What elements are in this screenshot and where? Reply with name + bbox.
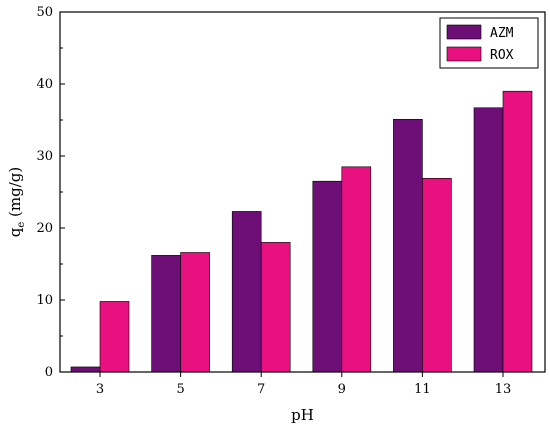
- bar-rox-9: [341, 166, 372, 373]
- legend-label-rox: ROX: [490, 48, 514, 63]
- bar-rox-11: [422, 178, 452, 373]
- bar-azm-11: [393, 118, 423, 373]
- y-tick-label: 20: [36, 221, 53, 236]
- y-axis-label: qe (mg/g): [6, 167, 27, 238]
- bars-group: [70, 90, 533, 373]
- bar-rox-5: [180, 252, 210, 373]
- x-axis-label: pH: [291, 406, 314, 424]
- x-tick-label: 13: [495, 382, 512, 397]
- legend-swatch-rox: [446, 46, 482, 62]
- bar-azm-9: [312, 180, 343, 373]
- legend-swatch-azm: [446, 24, 482, 40]
- bar-rox-7: [260, 242, 291, 373]
- y-axis-label-main: q: [6, 227, 24, 237]
- y-axis-label-units: (mg/g): [6, 167, 24, 222]
- y-tick-label: 30: [36, 149, 53, 164]
- x-tick-label: 5: [176, 382, 184, 397]
- y-tick-label: 10: [36, 293, 53, 308]
- x-tick-label: 9: [338, 382, 346, 397]
- x-axis: 3 5 7 9 11 13: [96, 372, 511, 397]
- x-tick-label: 11: [414, 382, 431, 397]
- y-tick-label: 40: [36, 77, 53, 92]
- y-tick-label: 50: [36, 5, 53, 20]
- legend-label-azm: AZM: [490, 26, 514, 41]
- bar-rox-13: [502, 90, 533, 373]
- y-axis-label-subscript: e: [16, 222, 27, 228]
- x-tick-label: 3: [96, 382, 104, 397]
- bar-azm-13: [473, 107, 504, 373]
- bar-azm-7: [231, 211, 262, 373]
- y-tick-label: 0: [45, 365, 53, 380]
- bar-azm-5: [151, 255, 181, 373]
- bar-rox-3: [99, 301, 130, 373]
- x-tick-label: 7: [257, 382, 265, 397]
- bar-azm-3: [70, 366, 101, 373]
- legend: AZM ROX: [439, 17, 539, 69]
- y-axis: 0 10 20 30 40 50: [36, 5, 65, 380]
